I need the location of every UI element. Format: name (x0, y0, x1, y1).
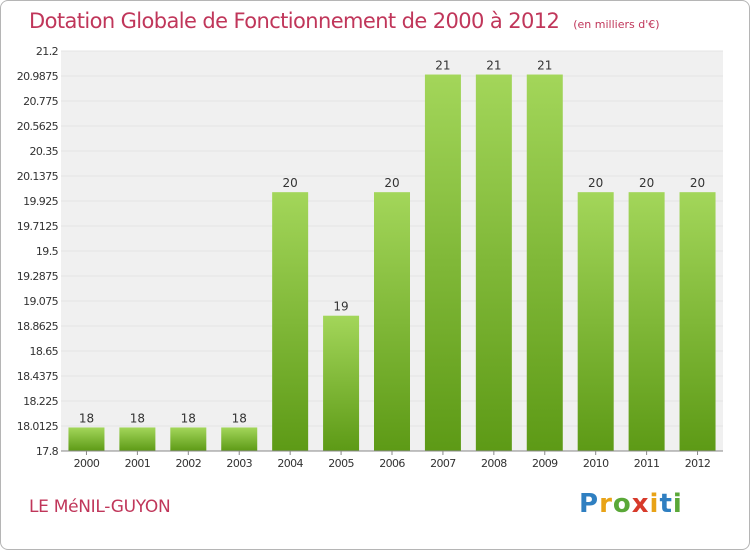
x-tick-label-2012: 2012 (685, 457, 711, 470)
commune-name: LE MéNIL-GUYON (29, 497, 171, 517)
y-tick-label: 20.1375 (17, 170, 59, 183)
bar-2004 (272, 192, 309, 452)
bars: 18 18 18 18 20 19 20 21 21 21 20 20 20 (68, 59, 716, 452)
bar-2000 (68, 427, 105, 451)
y-tick-label: 19.7125 (17, 220, 59, 233)
bar-2008 (475, 74, 512, 451)
y-tick-label: 18.225 (23, 395, 58, 408)
y-tick-label: 19.2875 (17, 270, 59, 283)
bar-2009 (526, 74, 563, 451)
data-label-2010: 20 (588, 176, 603, 190)
bar-2006 (374, 192, 410, 452)
bar-2005 (323, 315, 360, 451)
data-label-2004: 20 (283, 176, 298, 190)
logo-letter: r (599, 489, 613, 519)
x-tick-label-2011: 2011 (634, 457, 660, 470)
x-tick-label-2009: 2009 (532, 457, 558, 470)
x-tick-label-2010: 2010 (583, 457, 609, 470)
data-label-2008: 21 (486, 59, 501, 73)
logo-letter: x (631, 489, 650, 519)
y-tick-label: 18.8625 (17, 320, 59, 333)
logo-letter: t (659, 489, 673, 519)
y-axis-ticks: 17.8 18.0125 18.225 18.4375 18.65 18.8625 19.0… (17, 45, 59, 458)
data-label-2007: 21 (435, 59, 450, 73)
x-axis-ticks: 2000 2001 2002 2003 2004 2005 2006 2007 2008 2009… (74, 451, 711, 470)
y-tick-label: 18.4375 (17, 370, 59, 383)
bar-2012 (679, 192, 716, 452)
chart-title-text: Dotation Globale de Fonctionnement de 20… (29, 9, 560, 33)
data-label-2003: 18 (232, 411, 247, 425)
data-label-2002: 18 (181, 411, 196, 425)
bar-2010 (577, 192, 614, 452)
x-tick-label-2006: 2006 (379, 457, 405, 470)
data-label-2006: 20 (384, 176, 399, 190)
data-label-2000: 18 (79, 411, 94, 425)
y-tick-label: 17.8 (36, 445, 59, 458)
bar-2003 (221, 427, 258, 451)
y-tick-label: 20.5625 (17, 120, 59, 133)
x-tick-label-2008: 2008 (481, 457, 507, 470)
x-tick-label-2000: 2000 (74, 457, 100, 470)
bar-2011 (628, 192, 665, 452)
chart-title: Dotation Globale de Fonctionnement de 20… (29, 9, 660, 33)
x-tick-label-2007: 2007 (430, 457, 456, 470)
data-label-2009: 21 (537, 59, 552, 73)
y-tick-label: 19.075 (23, 295, 58, 308)
logo-letter: P (579, 489, 600, 519)
y-tick-label: 20.35 (30, 145, 59, 158)
x-tick-label-2001: 2001 (125, 457, 151, 470)
logo-letter: i (649, 489, 660, 519)
x-tick-label-2005: 2005 (328, 457, 354, 470)
x-tick-label-2004: 2004 (277, 457, 303, 470)
y-tick-label: 20.775 (23, 95, 58, 108)
bar-2001 (119, 427, 156, 451)
chart-unit: (en milliers d'€) (573, 18, 660, 31)
y-tick-label: 18.65 (30, 345, 59, 358)
y-tick-label: 19.5 (36, 245, 59, 258)
x-tick-label-2003: 2003 (226, 457, 252, 470)
data-label-2011: 20 (639, 176, 654, 190)
proxiti-logo: Proxiti (579, 489, 683, 519)
logo-letter: o (612, 489, 632, 519)
data-label-2001: 18 (130, 411, 145, 425)
data-label-2005: 19 (333, 300, 348, 314)
y-tick-label: 20.9875 (17, 70, 59, 83)
bar-2007 (424, 74, 461, 451)
x-tick-label-2002: 2002 (176, 457, 202, 470)
bar-2002 (170, 427, 207, 451)
y-tick-label: 21.2 (36, 45, 58, 58)
logo-letter: i (672, 489, 683, 519)
y-tick-label: 19.925 (23, 195, 58, 208)
data-label-2012: 20 (690, 176, 705, 190)
y-tick-label: 18.0125 (17, 420, 59, 433)
